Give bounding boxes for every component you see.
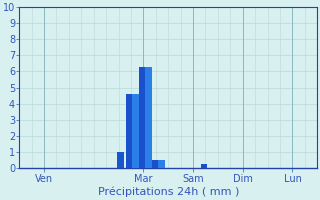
Bar [152, 160, 158, 168]
Bar [139, 67, 145, 168]
X-axis label: Précipitations 24h ( mm ): Précipitations 24h ( mm ) [98, 187, 239, 197]
Bar [158, 160, 165, 168]
Bar [201, 164, 207, 168]
Bar [125, 94, 132, 168]
Bar [145, 67, 152, 168]
Bar [117, 152, 124, 168]
Bar [132, 94, 139, 168]
